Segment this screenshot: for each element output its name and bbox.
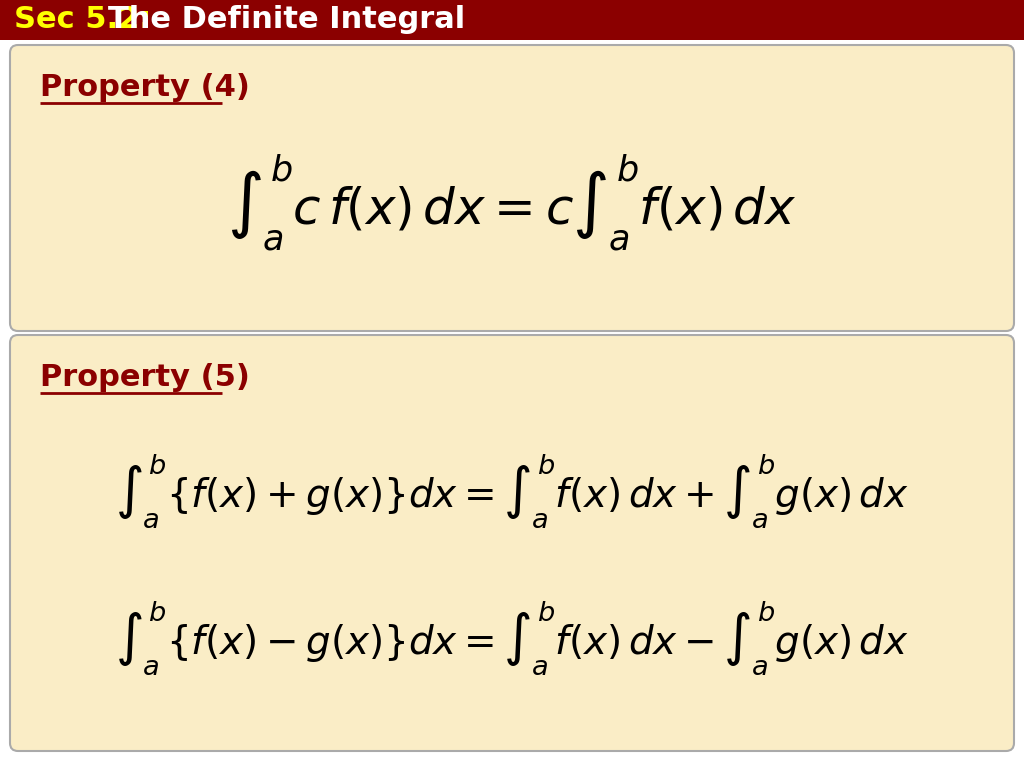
Text: The Definite Integral: The Definite Integral	[108, 5, 465, 35]
Text: $\int_a^b \left\{f(x)-g(x)\right\}dx = \int_a^b f(x)\,dx - \int_a^b g(x)\,dx$: $\int_a^b \left\{f(x)-g(x)\right\}dx = \…	[115, 599, 909, 677]
FancyBboxPatch shape	[10, 335, 1014, 751]
Text: Property (5): Property (5)	[40, 363, 250, 392]
FancyBboxPatch shape	[10, 45, 1014, 331]
Text: $\int_a^b \left\{f(x)+g(x)\right\}dx = \int_a^b f(x)\,dx + \int_a^b g(x)\,dx$: $\int_a^b \left\{f(x)+g(x)\right\}dx = \…	[115, 452, 909, 530]
FancyBboxPatch shape	[0, 0, 1024, 40]
Text: $\int_a^b c\, f(x)\,dx = c\int_a^b f(x)\,dx$: $\int_a^b c\, f(x)\,dx = c\int_a^b f(x)\…	[227, 153, 797, 253]
Text: Property (4): Property (4)	[40, 73, 250, 102]
Text: Sec 5.2:: Sec 5.2:	[14, 5, 152, 35]
